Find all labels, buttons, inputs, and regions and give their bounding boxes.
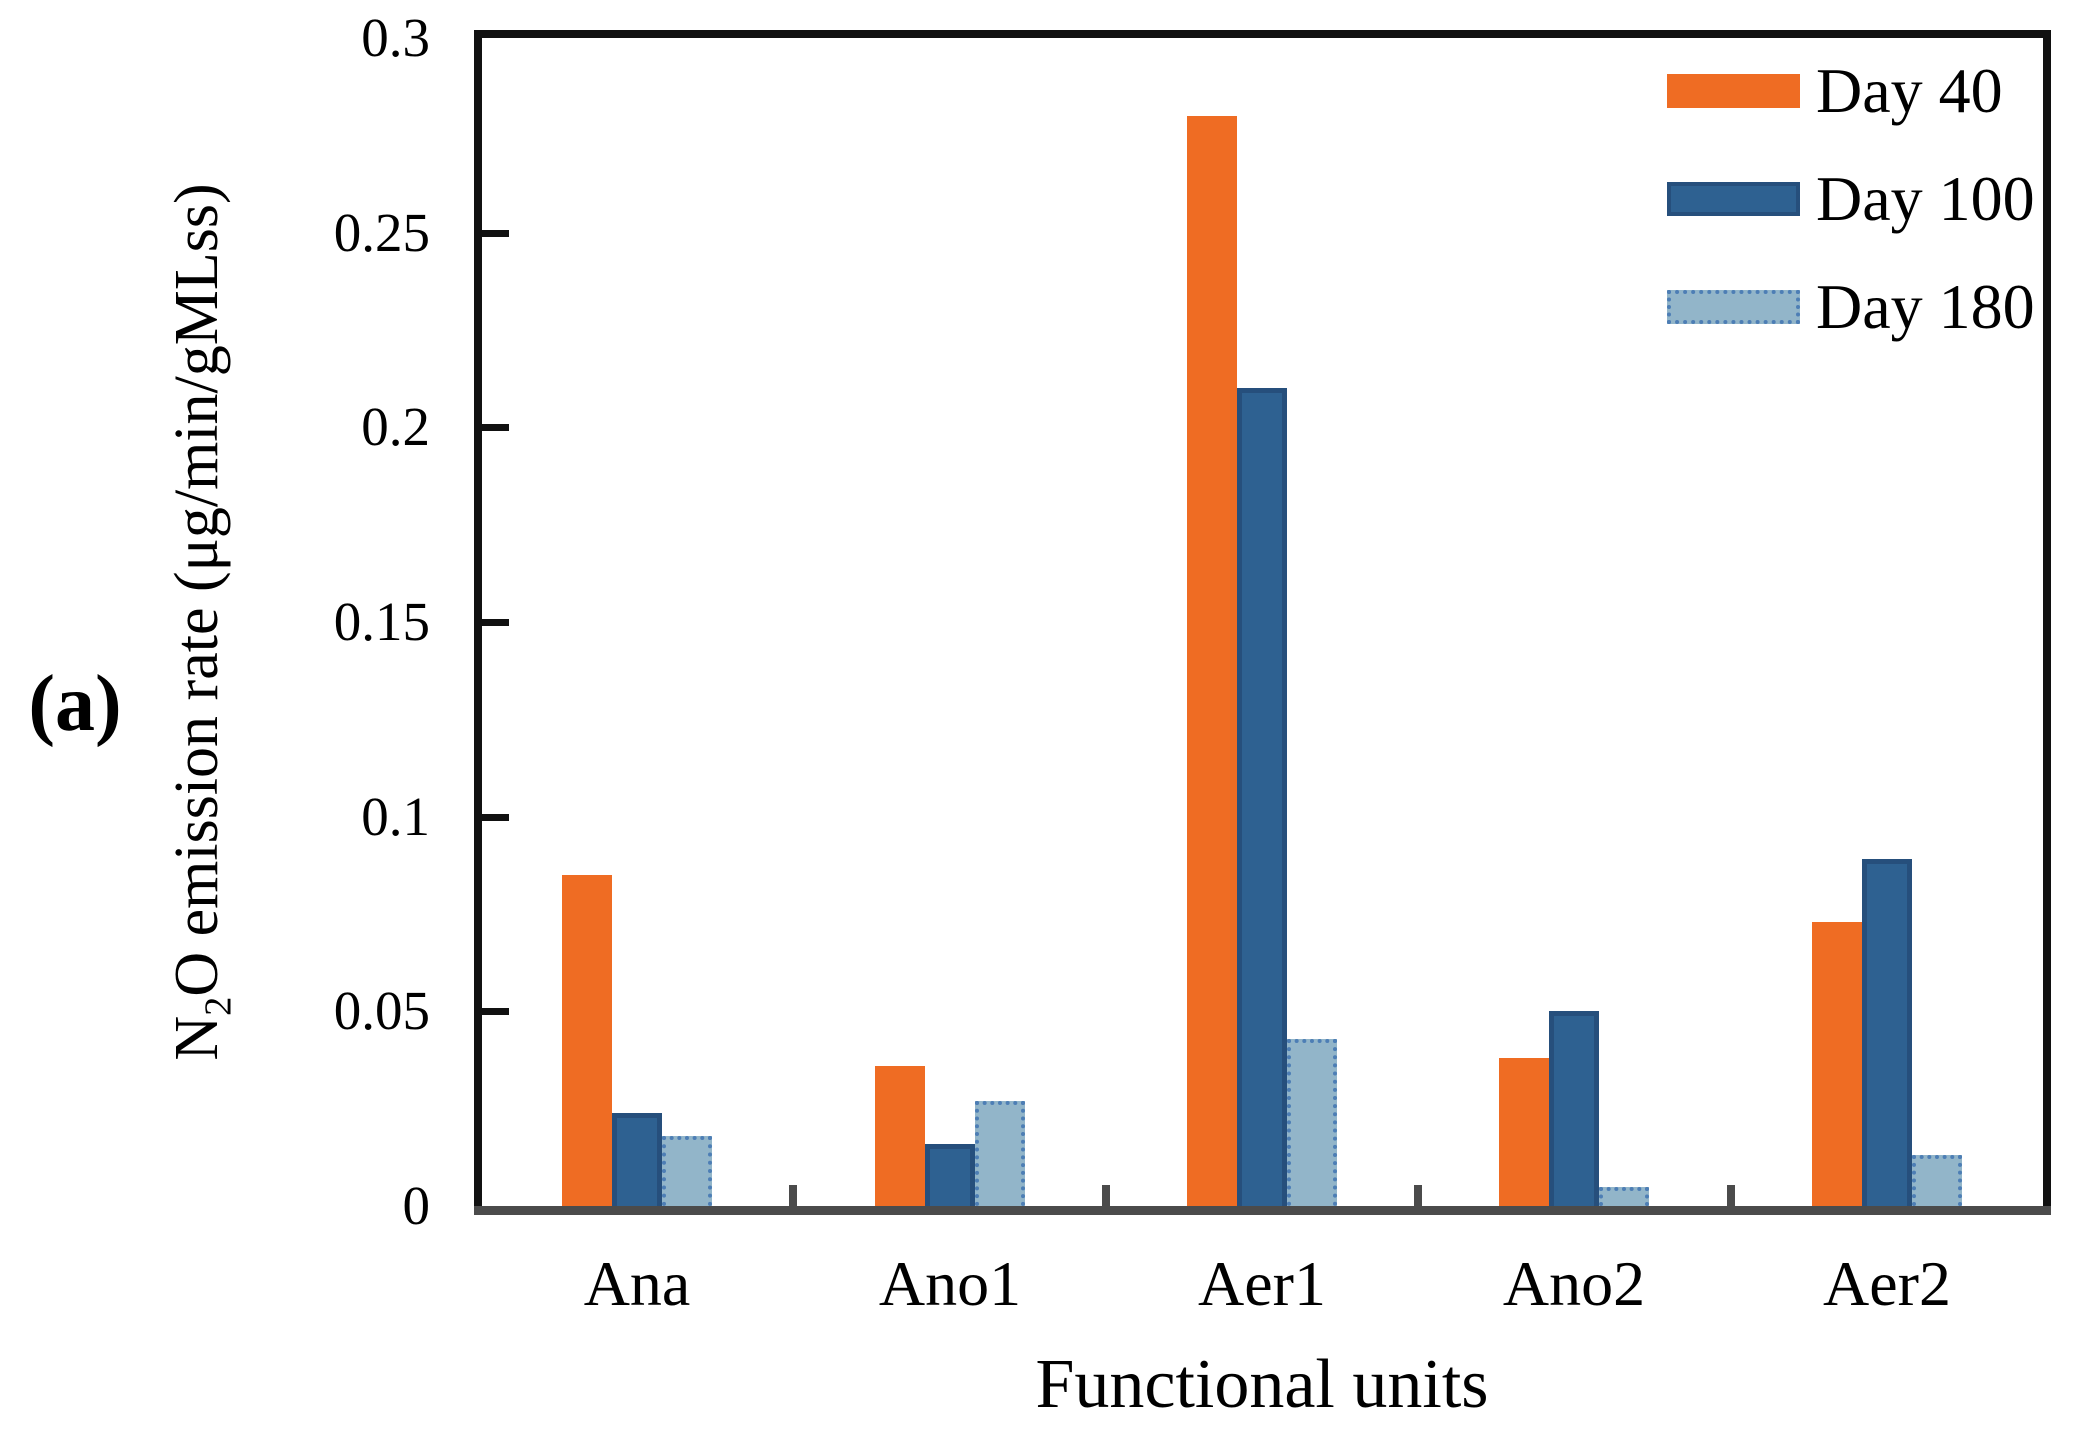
bar-day40-ano1 <box>874 1066 925 1206</box>
bar-day180-aer1 <box>1287 1039 1337 1206</box>
bar-day180-ana <box>662 1136 713 1206</box>
y-tick-label-0: 0 <box>402 1175 431 1236</box>
x-tick-4 <box>1727 1185 1735 1206</box>
x-axis-line <box>474 1206 2051 1215</box>
x-tick-1 <box>789 1185 797 1206</box>
bar-day180-ano1 <box>974 1101 1025 1206</box>
x-category-label-ano2: Ano2 <box>1502 1248 1646 1319</box>
y-tick-label-0.25: 0.25 <box>333 202 430 263</box>
y-tick-0.15 <box>481 619 509 626</box>
y-tick-0.25 <box>481 230 509 237</box>
x-tick-3 <box>1414 1185 1422 1206</box>
x-axis-title: Functional units <box>1035 1346 1489 1423</box>
bar-day100-ano2 <box>1549 1011 1600 1206</box>
plot-frame-top <box>474 30 2051 38</box>
legend-swatch-day180 <box>1667 290 1800 324</box>
plot-area: Day 40 Day 100 Day 180 <box>481 38 2043 1206</box>
y-tick-label-0.2: 0.2 <box>361 396 430 457</box>
plot-frame-right <box>2043 30 2051 1215</box>
panel-label: (a) <box>28 660 122 748</box>
legend-label-day100: Day 100 <box>1816 163 2035 234</box>
x-tick-2 <box>1102 1185 1110 1206</box>
bar-day40-ana <box>562 875 613 1206</box>
y-tick-0.1 <box>481 814 509 821</box>
legend-swatch-day100 <box>1667 182 1800 216</box>
bar-day100-aer2 <box>1861 859 1912 1206</box>
y-tick-label-0.1: 0.1 <box>361 786 430 847</box>
x-category-label-ana: Ana <box>583 1248 691 1319</box>
legend-label-day180: Day 180 <box>1816 271 2035 342</box>
legend: Day 40 Day 100 Day 180 <box>1667 58 2035 382</box>
legend-item-day180: Day 180 <box>1667 274 2035 340</box>
y-axis-line <box>474 30 482 1215</box>
y-tick-0.2 <box>481 424 509 431</box>
bar-day180-ano2 <box>1599 1187 1650 1206</box>
bar-day100-ana <box>612 1113 663 1206</box>
bar-day100-ano1 <box>924 1144 975 1206</box>
bar-day40-aer2 <box>1811 922 1862 1206</box>
bar-day100-aer1 <box>1237 388 1287 1206</box>
x-category-label-aer2: Aer2 <box>1823 1248 1951 1319</box>
x-category-label-ano1: Ano1 <box>878 1248 1022 1319</box>
x-category-label-aer1: Aer1 <box>1198 1248 1326 1319</box>
legend-item-day100: Day 100 <box>1667 166 2035 232</box>
y-tick-0.05 <box>481 1008 509 1015</box>
y-tick-label-0.3: 0.3 <box>361 7 430 68</box>
y-tick-label-0.15: 0.15 <box>333 591 430 652</box>
bar-day40-ano2 <box>1499 1058 1550 1206</box>
legend-swatch-day40 <box>1667 74 1800 108</box>
bar-day40-aer1 <box>1187 116 1237 1206</box>
legend-item-day40: Day 40 <box>1667 58 2035 124</box>
bar-day180-aer2 <box>1911 1155 1962 1206</box>
legend-label-day40: Day 40 <box>1816 55 2003 126</box>
y-tick-label-0.05: 0.05 <box>333 980 430 1041</box>
